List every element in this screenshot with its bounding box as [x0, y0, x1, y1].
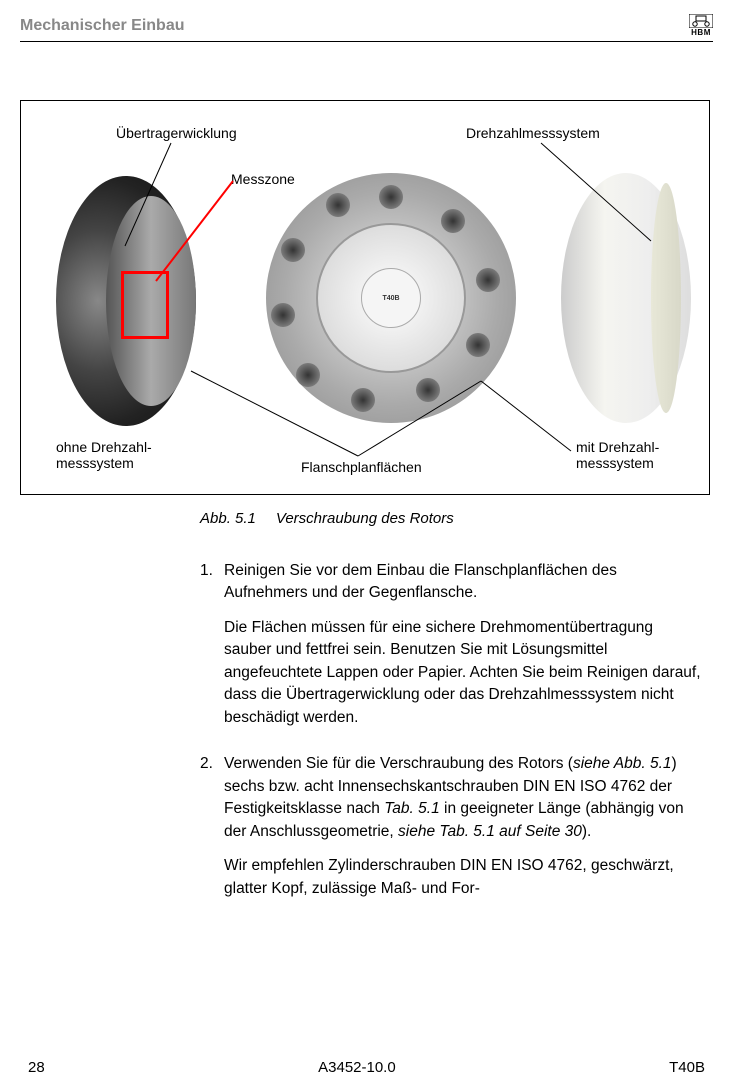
- item-1-p1: Reinigen Sie vor dem Einbau die Flanschp…: [224, 560, 703, 605]
- rotor-center-plate: T40B: [361, 268, 421, 328]
- bolt-hole-icon: [296, 363, 320, 387]
- page-header: Mechanischer Einbau HBM: [20, 14, 713, 42]
- caption-number: Abb. 5.1: [200, 510, 256, 527]
- item-number: 2.: [200, 753, 224, 912]
- instruction-list: 1. Reinigen Sie vor dem Einbau die Flans…: [200, 560, 703, 924]
- label-mit-line1: mit Drehzahl-: [576, 439, 659, 455]
- label-ohne-drehzahl: ohne Drehzahl- messsystem: [56, 439, 152, 471]
- item-1-p2: Die Flächen müssen für eine sichere Dreh…: [224, 617, 703, 729]
- bolt-hole-icon: [351, 388, 375, 412]
- footer-page-number: 28: [28, 1059, 45, 1076]
- figure-box: T40B Übertragerwicklung Drehzahlmesssyst…: [20, 100, 710, 495]
- page-footer: 28 A3452-10.0 T40B: [28, 1059, 705, 1076]
- item-body: Reinigen Sie vor dem Einbau die Flanschp…: [224, 560, 703, 741]
- item-body: Verwenden Sie für die Verschraubung des …: [224, 753, 703, 912]
- label-flanschplanflaechen: Flanschplanflächen: [301, 459, 422, 475]
- header-title: Mechanischer Einbau: [20, 17, 185, 35]
- rotor-right-band: [651, 183, 681, 413]
- bolt-hole-icon: [416, 378, 440, 402]
- label-drehzahlmesssystem: Drehzahlmesssystem: [466, 125, 600, 141]
- messzone-highlight: [121, 271, 169, 339]
- bolt-hole-icon: [476, 268, 500, 292]
- bolt-hole-icon: [379, 185, 403, 209]
- bolt-hole-icon: [326, 193, 350, 217]
- bolt-hole-icon: [441, 209, 465, 233]
- label-ohne-line1: ohne Drehzahl-: [56, 439, 152, 455]
- figure-caption: Abb. 5.1 Verschraubung des Rotors: [200, 510, 454, 527]
- item-number: 1.: [200, 560, 224, 741]
- rotor-front-view: T40B: [266, 173, 516, 423]
- footer-model: T40B: [669, 1059, 705, 1076]
- label-messzone: Messzone: [231, 171, 295, 187]
- item-2-p2: Wir empfehlen Zylinderschrauben DIN EN I…: [224, 855, 703, 900]
- bolt-hole-icon: [271, 303, 295, 327]
- instruction-item-1: 1. Reinigen Sie vor dem Einbau die Flans…: [200, 560, 703, 741]
- label-uebertragerwicklung: Übertragerwicklung: [116, 125, 237, 141]
- bolt-hole-icon: [466, 333, 490, 357]
- caption-text: Verschraubung des Rotors: [276, 510, 454, 527]
- label-ohne-line2: messsystem: [56, 455, 134, 471]
- hbm-logo-text: HBM: [691, 28, 711, 37]
- footer-doc-id: A3452-10.0: [318, 1059, 396, 1076]
- item-2-p1: Verwenden Sie für die Verschraubung des …: [224, 753, 703, 843]
- label-mit-drehzahl: mit Drehzahl- messsystem: [576, 439, 659, 471]
- rotor-with-speed-system: [561, 173, 691, 423]
- instruction-item-2: 2. Verwenden Sie für die Verschraubung d…: [200, 753, 703, 912]
- label-mit-line2: messsystem: [576, 455, 654, 471]
- hbm-logo-icon: [689, 14, 713, 28]
- bolt-hole-icon: [281, 238, 305, 262]
- rotor-plate-label: T40B: [382, 295, 399, 302]
- hbm-logo: HBM: [689, 14, 713, 37]
